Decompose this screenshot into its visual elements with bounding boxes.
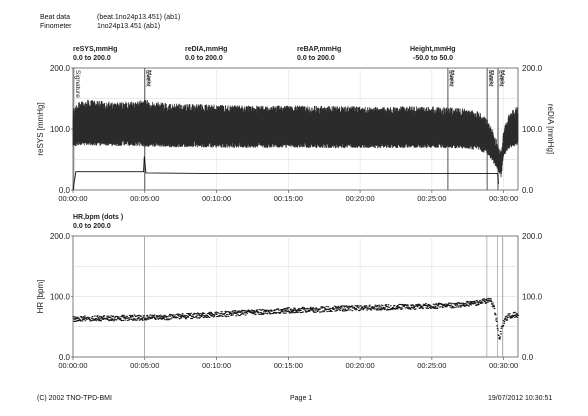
channel-name: reBAP,mmHg <box>297 46 341 53</box>
x-tick-label: 00:05:00 <box>130 361 159 370</box>
y-tick-label-right: 200.0 <box>522 232 543 241</box>
y-tick-label: 200.0 <box>50 64 71 73</box>
event-marker-label: Event <box>498 70 505 87</box>
finometer-label: Finometer <box>40 23 72 30</box>
event-marker-label: Mark <box>145 70 152 85</box>
channel-range: -50.0 to 50.0 <box>413 55 453 62</box>
event-marker-label: Event <box>447 70 454 87</box>
x-tick-label: 00:15:00 <box>274 361 303 370</box>
y-tick-label: 100.0 <box>50 125 71 134</box>
channel-range: 0.0 to 200.0 <box>297 55 335 62</box>
channel-name: Height,mmHg <box>410 46 456 53</box>
series-hr-dots <box>72 297 520 340</box>
x-tick-label: 00:10:00 <box>202 361 231 370</box>
series-height-line <box>72 156 499 191</box>
y-tick-label-right: 200.0 <box>522 64 543 73</box>
y-tick-label-right: 100.0 <box>522 293 543 302</box>
beat-data-value: (beat.1no24p13.451) (ab1) <box>97 14 181 21</box>
y-tick-label: 200.0 <box>50 232 71 241</box>
event-marker-label: Event <box>487 70 494 87</box>
y-tick-label-right: 100.0 <box>522 125 543 134</box>
x-tick-label: 00:30:00 <box>489 361 518 370</box>
y-tick-label: 100.0 <box>50 293 71 302</box>
footer-page-number: Page 1 <box>290 395 313 402</box>
x-tick-label: 00:25:00 <box>417 194 446 203</box>
y-tick-label-right: 0.0 <box>522 353 534 362</box>
channel-range: 0.0 to 200.0 <box>73 223 111 230</box>
event-marker-label: Event <box>144 70 151 87</box>
x-tick-label: 00:15:00 <box>274 194 303 203</box>
x-tick-label: 00:20:00 <box>345 194 374 203</box>
x-tick-label: 00:00:00 <box>58 361 87 370</box>
y-axis-label: reSYS [mmHg] <box>36 102 45 155</box>
beat-data-label: Beat data <box>40 14 70 21</box>
finometer-value: 1no24p13.451 (ab1) <box>97 23 161 30</box>
event-marker-label: Mark <box>448 70 455 85</box>
x-tick-label: 00:10:00 <box>202 194 231 203</box>
series-bp-band <box>72 99 519 178</box>
x-tick-label: 00:25:00 <box>417 361 446 370</box>
y-tick-label: 0.0 <box>59 186 71 195</box>
y-tick-label-right: 0.0 <box>522 186 534 195</box>
x-tick-label: 00:30:00 <box>489 194 518 203</box>
y-tick-label: 0.0 <box>59 353 71 362</box>
channel-range: 0.0 to 200.0 <box>185 55 223 62</box>
channel-range: 0.0 to 200.0 <box>73 55 111 62</box>
channel-name: HR,bpm (dots ) <box>73 214 123 221</box>
channel-name: reDIA,mmHg <box>185 46 227 53</box>
footer-timestamp: 19/07/2012 10:30:51 <box>488 395 553 402</box>
event-marker-label: Signature <box>74 70 81 98</box>
x-tick-label: 00:05:00 <box>130 194 159 203</box>
x-tick-label: 00:20:00 <box>345 361 374 370</box>
y-axis-label-right: reDIA [mmHg] <box>546 104 555 154</box>
x-tick-label: 00:00:00 <box>58 194 87 203</box>
footer-copyright: (C) 2002 TNO-TPD-BMI <box>37 395 112 402</box>
channel-name: reSYS,mmHg <box>73 46 117 53</box>
event-marker-label: Mark <box>488 70 495 85</box>
event-marker-label: Mark <box>498 70 505 85</box>
y-axis-label: HR [bpm] <box>36 280 45 314</box>
